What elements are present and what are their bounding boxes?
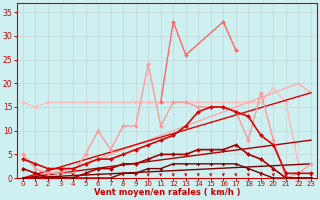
X-axis label: Vent moyen/en rafales ( km/h ): Vent moyen/en rafales ( km/h ) — [94, 188, 240, 197]
